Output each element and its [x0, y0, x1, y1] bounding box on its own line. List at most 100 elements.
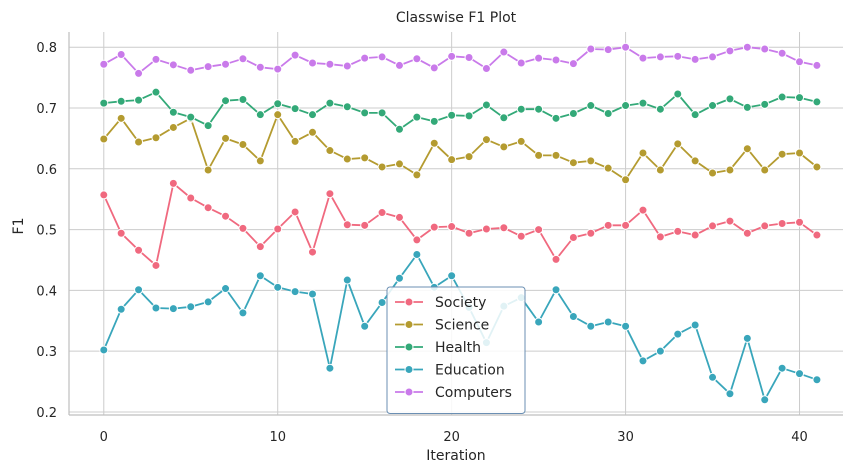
data-point-society	[412, 235, 422, 245]
data-point-science	[760, 165, 770, 175]
data-point-science	[290, 136, 300, 146]
legend-marker-education	[404, 365, 414, 374]
data-point-science	[621, 175, 631, 185]
data-point-health	[586, 101, 596, 111]
data-point-science	[795, 148, 805, 158]
data-point-society	[568, 232, 578, 242]
data-point-society	[516, 231, 526, 241]
data-point-computers	[499, 47, 509, 57]
data-point-science	[394, 159, 404, 169]
data-point-science	[655, 165, 665, 175]
data-point-science	[725, 165, 735, 175]
data-point-health	[325, 98, 335, 108]
data-point-society	[186, 193, 196, 203]
data-point-science	[360, 153, 370, 163]
data-point-computers	[168, 60, 178, 70]
series-health	[99, 87, 822, 134]
data-point-education	[777, 363, 787, 373]
data-point-health	[151, 87, 161, 97]
data-point-computers	[325, 59, 335, 69]
data-point-science	[377, 162, 387, 172]
data-point-education	[221, 284, 231, 294]
data-point-education	[760, 395, 770, 405]
data-point-society	[499, 223, 509, 233]
data-point-health	[516, 104, 526, 114]
data-point-health	[290, 104, 300, 114]
data-point-society	[273, 224, 283, 234]
data-point-health	[690, 110, 700, 120]
data-point-society	[725, 216, 735, 226]
data-point-society	[708, 221, 718, 231]
data-point-society	[221, 211, 231, 221]
legend-label-science: Science	[435, 318, 489, 334]
y-tick-label: 0.3	[36, 345, 57, 360]
data-point-society	[795, 217, 805, 227]
data-point-science	[203, 165, 213, 175]
x-axis-label: Iteration	[426, 448, 485, 464]
data-point-education	[168, 304, 178, 314]
data-point-health	[638, 98, 648, 108]
data-point-society	[638, 205, 648, 215]
data-point-society	[690, 230, 700, 240]
data-point-education	[412, 250, 422, 260]
data-point-health	[534, 104, 544, 114]
legend-item-society: Society	[395, 295, 486, 311]
data-point-health	[221, 96, 231, 106]
data-point-society	[151, 260, 161, 270]
data-point-science	[342, 154, 352, 164]
data-point-health	[99, 98, 109, 108]
data-point-science	[168, 122, 178, 132]
y-tick-label: 0.8	[36, 41, 57, 56]
data-point-computers	[412, 54, 422, 64]
data-point-education	[342, 275, 352, 285]
data-point-science	[151, 133, 161, 143]
data-point-education	[812, 375, 822, 385]
data-point-society	[290, 207, 300, 217]
data-point-health	[377, 108, 387, 118]
data-point-education	[186, 302, 196, 312]
data-point-society	[308, 247, 318, 257]
data-point-computers	[308, 58, 318, 68]
y-tick-label: 0.7	[36, 102, 57, 117]
data-point-society	[360, 220, 370, 230]
data-point-computers	[551, 55, 561, 65]
data-point-science	[516, 136, 526, 146]
data-point-health	[255, 110, 265, 120]
data-point-computers	[221, 59, 231, 69]
axes	[68, 32, 843, 416]
data-point-science	[551, 150, 561, 160]
data-point-science	[481, 135, 491, 145]
data-point-education	[290, 287, 300, 297]
data-point-computers	[725, 46, 735, 56]
legend-marker-health	[404, 342, 414, 352]
data-point-computers	[586, 44, 596, 54]
data-point-education	[203, 297, 213, 307]
data-point-computers	[568, 59, 578, 69]
data-point-science	[221, 133, 231, 143]
data-point-computers	[238, 54, 248, 64]
data-point-computers	[394, 60, 404, 70]
data-point-education	[99, 345, 109, 355]
data-point-science	[134, 137, 144, 147]
legend-marker-society	[404, 297, 414, 307]
data-point-computers	[186, 65, 196, 75]
data-point-education	[621, 321, 631, 331]
data-point-society	[203, 203, 213, 213]
legend-box	[386, 286, 526, 414]
y-axis-label: F1	[11, 218, 27, 235]
data-point-science	[534, 150, 544, 160]
data-point-computers	[621, 42, 631, 52]
x-tick-label: 0	[100, 430, 108, 445]
data-point-health	[273, 99, 283, 109]
chart-title: Classwise F1 Plot	[396, 10, 517, 26]
data-point-society	[603, 220, 613, 230]
data-point-education	[134, 285, 144, 295]
legend-marker-computers	[404, 387, 414, 397]
data-point-computers	[708, 52, 718, 62]
data-point-education	[360, 321, 370, 331]
legend-label-computers: Computers	[435, 385, 512, 401]
data-point-computers	[812, 60, 822, 70]
data-point-health	[481, 100, 491, 110]
data-point-society	[481, 224, 491, 234]
data-point-society	[134, 245, 144, 255]
